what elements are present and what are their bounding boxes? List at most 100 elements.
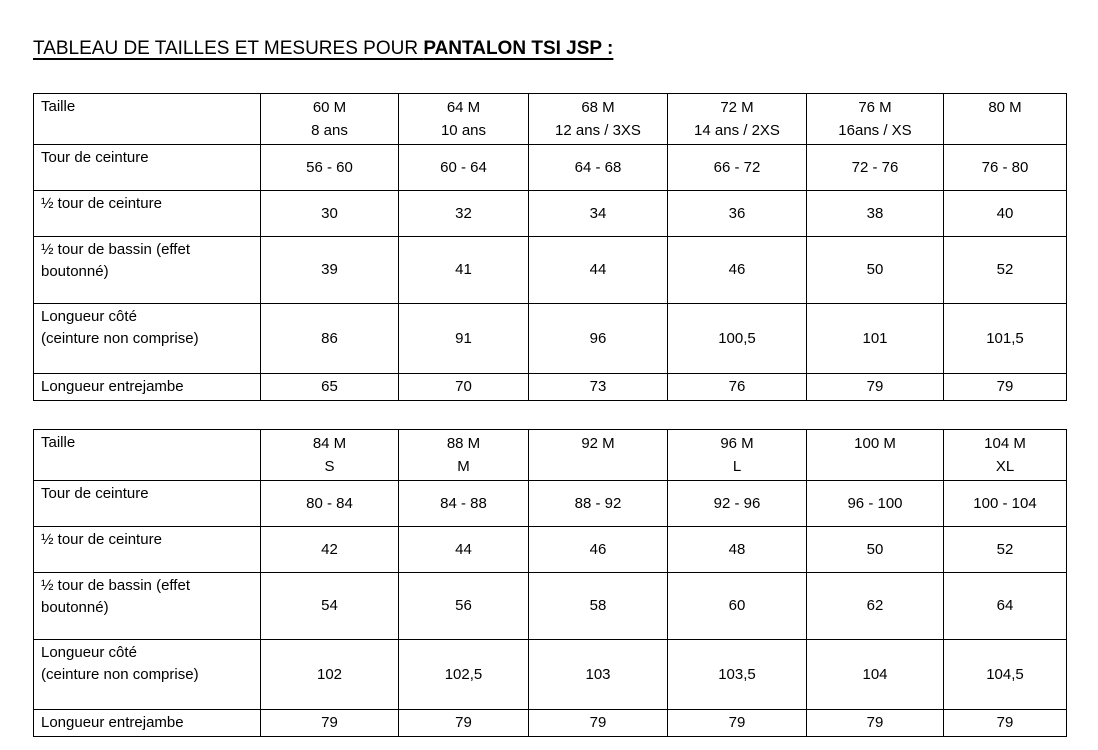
measure-value-cell: 41	[398, 236, 529, 304]
table-2-size-84m: 84 M S	[260, 429, 399, 481]
measure-value-cell: 80 - 84	[260, 480, 399, 527]
measure-value-cell: 62	[806, 572, 944, 640]
measure-value-cell: 34	[528, 190, 668, 237]
row-label-cell: ½ tour de bassin (effet boutonné)	[33, 236, 261, 304]
table-1-header-row: Taille 60 M 8 ans 64 M 10 ans 68 M 12 an…	[33, 93, 1067, 145]
measure-value-cell: 79	[260, 709, 399, 737]
measure-value-cell: 64 - 68	[528, 144, 668, 191]
measure-value-cell: 46	[667, 236, 807, 304]
measure-value-cell: 52	[943, 526, 1067, 573]
table-2-size-104m: 104 M XL	[943, 429, 1067, 481]
table-1-size-64m: 64 M 10 ans	[398, 93, 529, 145]
row-label-cell: ½ tour de ceinture	[33, 526, 261, 573]
table-2-size-92m: 92 M	[528, 429, 668, 481]
table-1-size-72m: 72 M 14 ans / 2XS	[667, 93, 807, 145]
measure-value-cell: 102	[260, 639, 399, 710]
measure-value-cell: 79	[806, 709, 944, 737]
row-label-cell: ½ tour de bassin (effet boutonné)	[33, 572, 261, 640]
table-row-side-length: Longueur côté (ceinture non comprise) 86…	[33, 303, 1067, 374]
measure-value-cell: 102,5	[398, 639, 529, 710]
row-label-cell: ½ tour de ceinture	[33, 190, 261, 237]
measure-value-cell: 44	[528, 236, 668, 304]
table-1-size-68m: 68 M 12 ans / 3XS	[528, 93, 668, 145]
measure-value-cell: 96 - 100	[806, 480, 944, 527]
row-label-cell: Longueur côté (ceinture non comprise)	[33, 303, 261, 374]
measure-value-cell: 92 - 96	[667, 480, 807, 527]
measure-value-cell: 30	[260, 190, 399, 237]
document-title: TABLEAU DE TAILLES ET MESURES POUR PANTA…	[33, 38, 1066, 60]
title-prefix: TABLEAU DE TAILLES ET MESURES POUR	[33, 38, 424, 59]
measure-value-cell: 56	[398, 572, 529, 640]
measure-value-cell: 101	[806, 303, 944, 374]
measure-value-cell: 38	[806, 190, 944, 237]
row-label-cell: Longueur côté (ceinture non comprise)	[33, 639, 261, 710]
row-label-cell: Longueur entrejambe	[33, 373, 261, 401]
measure-value-cell: 79	[943, 373, 1067, 401]
table-2-size-96m: 96 M L	[667, 429, 807, 481]
measure-value-cell: 96	[528, 303, 668, 374]
measure-value-cell: 76	[667, 373, 807, 401]
table-1-size-60m: 60 M 8 ans	[260, 93, 399, 145]
measure-value-cell: 50	[806, 526, 944, 573]
measure-value-cell: 72 - 76	[806, 144, 944, 191]
measure-value-cell: 100 - 104	[943, 480, 1067, 527]
measure-value-cell: 46	[528, 526, 668, 573]
row-label-cell: Longueur entrejambe	[33, 709, 261, 737]
table-row-half-hip: ½ tour de bassin (effet boutonné) 54 56 …	[33, 572, 1067, 640]
measure-value-cell: 36	[667, 190, 807, 237]
title-product-name: PANTALON TSI JSP :	[423, 38, 614, 59]
table-row-inseam: Longueur entrejambe 65 70 73 76 79 79	[33, 373, 1067, 401]
table-row-half-waist: ½ tour de ceinture 42 44 46 48 50 52	[33, 526, 1067, 573]
row-label-cell: Tour de ceinture	[33, 144, 261, 191]
measure-value-cell: 65	[260, 373, 399, 401]
measure-value-cell: 70	[398, 373, 529, 401]
measure-value-cell: 104,5	[943, 639, 1067, 710]
measure-value-cell: 48	[667, 526, 807, 573]
measure-value-cell: 79	[806, 373, 944, 401]
measure-value-cell: 104	[806, 639, 944, 710]
table-row-waist: Tour de ceinture 56 - 60 60 - 64 64 - 68…	[33, 144, 1067, 191]
measure-value-cell: 103	[528, 639, 668, 710]
table-2-size-88m: 88 M M	[398, 429, 529, 481]
measure-value-cell: 79	[943, 709, 1067, 737]
measure-value-cell: 64	[943, 572, 1067, 640]
table-row-inseam: Longueur entrejambe 79 79 79 79 79 79	[33, 709, 1067, 737]
measure-value-cell: 39	[260, 236, 399, 304]
row-label-cell: Tour de ceinture	[33, 480, 261, 527]
table-1-size-80m: 80 M	[943, 93, 1067, 145]
measure-value-cell: 86	[260, 303, 399, 374]
table-2-header-row: Taille 84 M S 88 M M 92 M 96 M L 100 M 1…	[33, 429, 1067, 481]
measure-value-cell: 32	[398, 190, 529, 237]
measure-value-cell: 73	[528, 373, 668, 401]
table-row-side-length: Longueur côté (ceinture non comprise) 10…	[33, 639, 1067, 710]
measure-value-cell: 103,5	[667, 639, 807, 710]
measure-value-cell: 44	[398, 526, 529, 573]
table-1-corner-label: Taille	[33, 93, 261, 145]
table-row-waist: Tour de ceinture 80 - 84 84 - 88 88 - 92…	[33, 480, 1067, 527]
measure-value-cell: 84 - 88	[398, 480, 529, 527]
table-row-half-hip: ½ tour de bassin (effet boutonné) 39 41 …	[33, 236, 1067, 304]
measure-value-cell: 42	[260, 526, 399, 573]
size-table-2: Taille 84 M S 88 M M 92 M 96 M L 100 M 1…	[33, 429, 1067, 737]
table-1-size-76m: 76 M 16ans / XS	[806, 93, 944, 145]
measure-value-cell: 79	[528, 709, 668, 737]
measure-value-cell: 79	[667, 709, 807, 737]
measure-value-cell: 60	[667, 572, 807, 640]
measure-value-cell: 40	[943, 190, 1067, 237]
measure-value-cell: 88 - 92	[528, 480, 668, 527]
measure-value-cell: 79	[398, 709, 529, 737]
measure-value-cell: 91	[398, 303, 529, 374]
measure-value-cell: 101,5	[943, 303, 1067, 374]
measure-value-cell: 50	[806, 236, 944, 304]
measure-value-cell: 56 - 60	[260, 144, 399, 191]
measure-value-cell: 60 - 64	[398, 144, 529, 191]
size-table-1: Taille 60 M 8 ans 64 M 10 ans 68 M 12 an…	[33, 93, 1067, 401]
table-row-half-waist: ½ tour de ceinture 30 32 34 36 38 40	[33, 190, 1067, 237]
measure-value-cell: 52	[943, 236, 1067, 304]
measure-value-cell: 100,5	[667, 303, 807, 374]
measure-value-cell: 58	[528, 572, 668, 640]
table-2-corner-label: Taille	[33, 429, 261, 481]
table-2-size-100m: 100 M	[806, 429, 944, 481]
measure-value-cell: 76 - 80	[943, 144, 1067, 191]
